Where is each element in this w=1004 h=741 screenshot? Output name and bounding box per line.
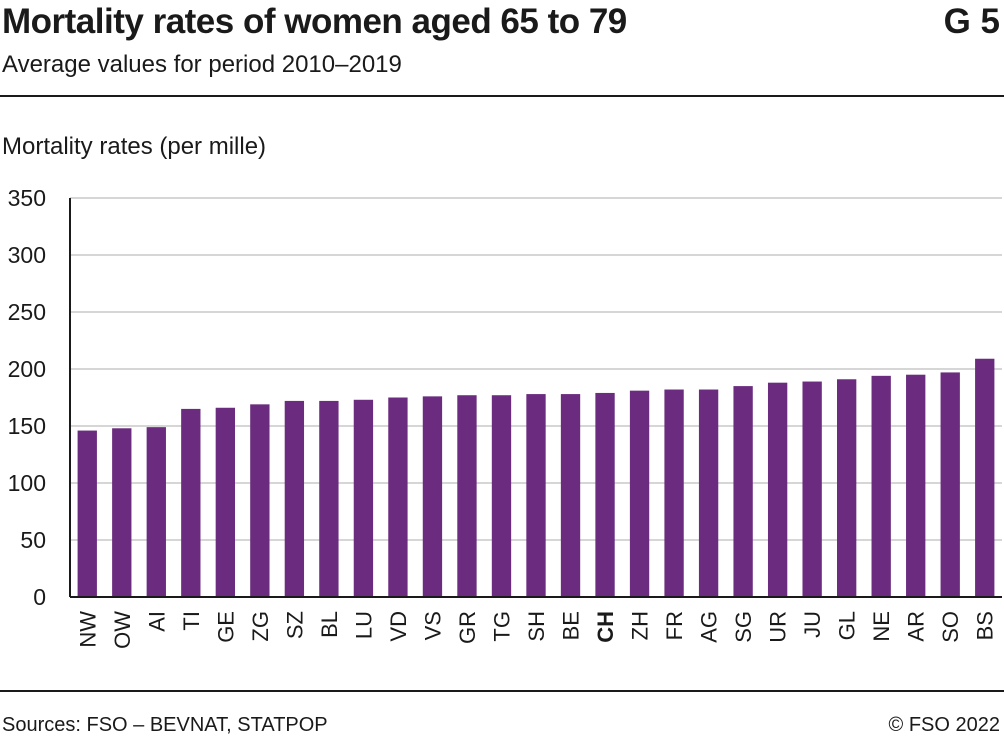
x-tick-label: NE [869, 611, 894, 642]
x-tick-label: OW [110, 611, 135, 649]
bar [767, 382, 788, 597]
bar [871, 375, 891, 597]
x-tick-label: NW [75, 611, 100, 648]
x-tick-label: UR [766, 611, 791, 643]
x-tick-label: GL [835, 611, 860, 640]
bar [215, 407, 235, 597]
x-tick-label: JU [800, 611, 825, 638]
y-tick-label: 300 [8, 242, 46, 268]
bar [422, 396, 443, 597]
x-tick-label: GE [213, 611, 238, 643]
bar-chart: 0 50 100 150 200 250 300 350 NW OW AI TI GE ZG SZ BL LU V… [8, 185, 1002, 649]
x-tick-label: VD [386, 611, 411, 642]
bar [181, 408, 201, 597]
bar [388, 397, 408, 597]
bar [629, 390, 650, 597]
x-tick-label: CH [593, 611, 618, 643]
bar [353, 399, 374, 597]
bar [250, 404, 270, 597]
x-tick-label: BS [973, 611, 998, 640]
x-tick-label: AI [144, 611, 169, 632]
x-tick-label: AG [697, 611, 722, 643]
bar [112, 428, 132, 597]
x-tick-label: SH [524, 611, 549, 642]
y-tick-label: 0 [33, 584, 46, 610]
bar [802, 381, 822, 597]
bar [664, 389, 684, 597]
x-tick-label: FR [662, 611, 687, 640]
y-tick-label: 100 [8, 470, 46, 496]
x-tick-label: TG [489, 611, 514, 642]
bar [940, 372, 960, 597]
y-tick-label: 250 [8, 299, 46, 325]
bar [560, 394, 581, 597]
copyright-note: © FSO 2022 [888, 714, 1000, 736]
bar [284, 400, 305, 597]
bar [457, 395, 477, 597]
bar [975, 358, 995, 597]
x-tick-label: ZH [628, 611, 653, 640]
x-tick-label: LU [351, 611, 376, 639]
bar [146, 427, 166, 597]
x-tick-label: BL [317, 611, 342, 638]
y-tick-label: 150 [8, 413, 46, 439]
figure-number: G 5 [943, 2, 1000, 41]
bar [595, 392, 615, 597]
bar [733, 386, 753, 597]
y-tick-label: 200 [8, 356, 46, 382]
top-divider [0, 95, 1004, 97]
source-note: Sources: FSO – BEVNAT, STATPOP [2, 714, 328, 736]
x-tick-label: SG [731, 611, 756, 643]
x-tick-label: AR [904, 611, 929, 642]
y-tick-label: 350 [8, 185, 46, 211]
x-tick-label: VS [420, 611, 445, 640]
bar [526, 394, 546, 597]
bar [906, 374, 926, 597]
chart-title: Mortality rates of women aged 65 to 79 [2, 2, 627, 41]
x-tick-label: ZG [248, 611, 273, 642]
x-tick-label: TI [179, 611, 204, 631]
bottom-divider [0, 690, 1004, 692]
bar [77, 430, 97, 597]
bar [319, 400, 339, 597]
chart-subtitle: Average values for period 2010–2019 [2, 51, 402, 78]
x-tick-label: BE [559, 611, 584, 640]
bar [698, 389, 719, 597]
x-tick-label: SO [938, 611, 963, 643]
bar [491, 395, 512, 597]
y-tick-label: 50 [20, 527, 46, 553]
y-axis-label: Mortality rates (per mille) [2, 133, 267, 160]
x-tick-label: SZ [282, 611, 307, 639]
bar [837, 379, 857, 597]
x-tick-label: GR [455, 611, 480, 644]
